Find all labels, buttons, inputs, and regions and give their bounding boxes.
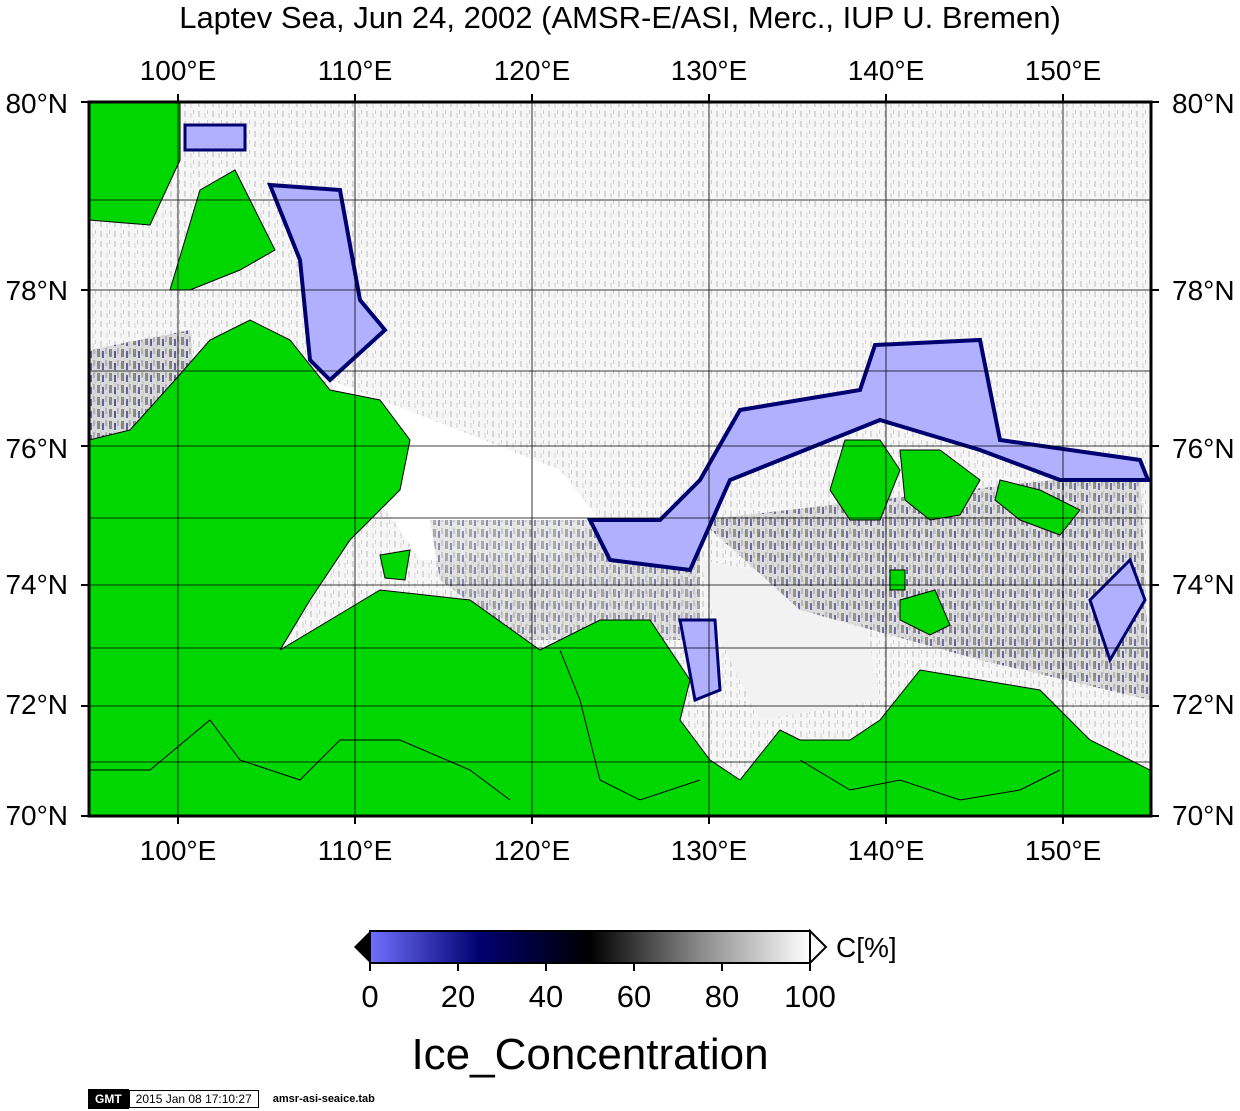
lat-label-right-72: 72°N	[1172, 689, 1235, 720]
lon-label-top-150: 150°E	[1024, 55, 1102, 86]
lon-label-top-130: 130°E	[670, 55, 748, 86]
lon-label-bottom-140: 140°E	[847, 835, 925, 866]
low-ice-band-north	[266, 182, 388, 383]
land-faddeyevsky-island	[899, 449, 981, 521]
gmt-logo: GMT	[88, 1089, 129, 1109]
colorbar-tick-100: 100	[784, 979, 836, 1014]
colorbar	[354, 928, 828, 971]
colorbar-unit: C[%]	[836, 932, 897, 963]
lon-label-bottom-100: 100°E	[139, 835, 217, 866]
land-small-island	[379, 549, 411, 581]
lat-label-right-74: 74°N	[1172, 569, 1235, 600]
lat-label-left-80: 80°N	[5, 88, 68, 119]
lon-label-top-120: 120°E	[493, 55, 571, 86]
colorbar-tick-80: 80	[704, 979, 740, 1014]
low-ice-lena	[678, 618, 722, 703]
lon-label-bottom-110: 110°E	[317, 835, 393, 866]
lon-label-bottom-120: 120°E	[493, 835, 571, 866]
land-kotelny-island	[829, 439, 901, 521]
border-line-central	[559, 649, 701, 801]
map-title: Laptev Sea, Jun 24, 2002 (AMSR-E/ASI, Me…	[179, 0, 1061, 35]
timestamp-date: 2015 Jan 08 17:10:27	[128, 1090, 259, 1108]
land-taymyr-siberia	[89, 319, 1151, 816]
lat-label-left-70: 70°N	[5, 800, 68, 831]
colorbar-tick-0: 0	[361, 979, 379, 1014]
land-new-siberia-island	[994, 479, 1081, 536]
colorbar-gradient	[369, 930, 811, 964]
graticule	[89, 102, 1151, 816]
lon-label-bottom-150: 150°E	[1024, 835, 1102, 866]
map-frame	[87, 100, 1153, 818]
timestamp-file: amsr-asi-seaice.tab	[272, 1093, 375, 1105]
map-panel	[81, 94, 1159, 824]
lat-label-right-80: 80°N	[1172, 88, 1235, 119]
lat-label-left-78: 78°N	[5, 275, 68, 306]
land-stolbovoy-island	[899, 589, 951, 636]
lat-label-right-78: 78°N	[1172, 275, 1235, 306]
colorbar-high-triangle	[809, 928, 828, 966]
gmt-timestamp: GMT 2015 Jan 08 17:10:27 amsr-asi-seaice…	[88, 1089, 375, 1109]
lat-label-left-76: 76°N	[5, 433, 68, 464]
land-severnaya-zemlya-west	[89, 102, 181, 226]
colorbar-tick-60: 60	[616, 979, 652, 1014]
colorbar-low-triangle	[354, 931, 370, 963]
lat-label-left-72: 72°N	[5, 689, 68, 720]
border-line-west	[89, 719, 511, 801]
lat-label-right-76: 76°N	[1172, 433, 1235, 464]
lon-label-top-110: 110°E	[317, 55, 393, 86]
lon-label-top-140: 140°E	[847, 55, 925, 86]
lon-label-top-100: 100°E	[139, 55, 217, 86]
colorbar-label: Ice_Concentration	[411, 1030, 769, 1079]
border-line-east	[799, 759, 1061, 801]
lat-label-left-74: 74°N	[5, 569, 68, 600]
lat-label-right-70: 70°N	[1172, 800, 1235, 831]
low-ice-patch	[183, 123, 247, 152]
map-ticks	[81, 94, 1159, 824]
lon-label-bottom-130: 130°E	[670, 835, 748, 866]
colorbar-tick-20: 20	[440, 979, 476, 1014]
low-ice-band-east	[586, 337, 1151, 573]
land-islet	[889, 569, 906, 591]
colorbar-tick-40: 40	[528, 979, 564, 1014]
